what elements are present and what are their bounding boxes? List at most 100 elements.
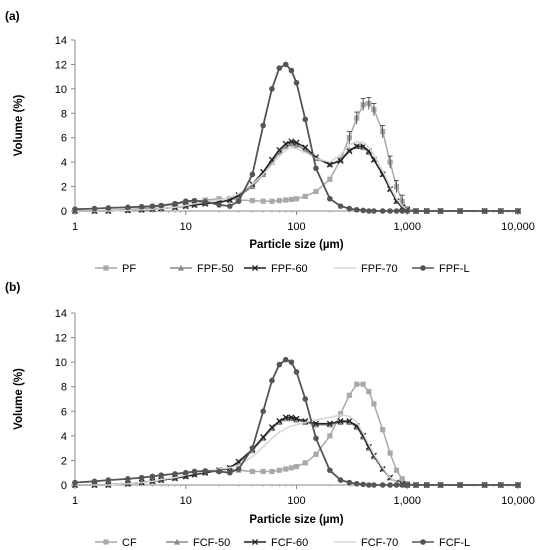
data-point — [105, 477, 112, 483]
data-point — [413, 208, 419, 214]
data-point — [125, 476, 131, 482]
y-tick-label: 10 — [55, 357, 67, 369]
data-point — [326, 161, 333, 168]
y-tick-label: 6 — [61, 133, 67, 145]
y-tick-label: 8 — [61, 382, 67, 394]
data-point — [268, 424, 275, 431]
data-point — [293, 196, 300, 202]
legend-label: FPF-L — [439, 263, 470, 275]
series-line — [74, 63, 518, 212]
legend-marker — [103, 265, 109, 271]
data-point — [91, 205, 98, 212]
data-point — [346, 205, 353, 212]
data-point — [227, 469, 233, 476]
data-point — [282, 61, 289, 68]
data-point — [172, 200, 178, 207]
legend-item-fpf-l: FPF-L — [412, 263, 470, 275]
data-point — [182, 469, 189, 476]
data-point — [293, 415, 300, 422]
data-point — [404, 208, 411, 214]
data-point — [260, 434, 267, 441]
legend-item-fcf-70: FCF-70 — [334, 537, 398, 549]
series-fcf-l — [72, 356, 521, 488]
x-tick-label: 1 — [72, 221, 78, 233]
data-point — [91, 478, 98, 485]
data-point — [125, 204, 131, 211]
legend-label: FPF-70 — [361, 263, 398, 275]
legend-label: PF — [122, 263, 136, 275]
data-point — [269, 198, 275, 204]
data-point — [481, 208, 488, 214]
data-point — [249, 445, 256, 451]
data-point — [515, 208, 521, 214]
data-point — [360, 481, 366, 488]
y-tick-label: 12 — [55, 333, 67, 345]
data-point — [288, 465, 295, 471]
data-point — [216, 196, 222, 202]
legend: CF FCF-50 FCF-60 FCF-70 FCF-L — [95, 537, 470, 549]
legend-item-fcf-60: FCF-60 — [244, 537, 308, 549]
data-point — [149, 473, 156, 480]
data-point — [260, 468, 266, 475]
data-point — [387, 482, 393, 488]
data-point — [249, 183, 256, 190]
y-tick-label: 14 — [55, 308, 67, 320]
series-line — [75, 414, 518, 486]
data-point — [302, 396, 309, 402]
data-point — [105, 205, 112, 211]
x-tick-label: 1,000 — [393, 221, 421, 233]
data-point — [387, 208, 393, 214]
data-point — [293, 139, 300, 146]
legend-label: FCF-70 — [361, 537, 398, 549]
data-point — [288, 196, 295, 202]
data-point — [158, 472, 164, 478]
x-axis-title: Particle size (µm) — [249, 514, 343, 526]
legend-item-cf: CF — [95, 537, 137, 549]
y-axis-title: Volume (%) — [13, 94, 25, 156]
legend-label: FCF-50 — [193, 537, 230, 549]
data-point — [288, 359, 295, 365]
legend-marker — [178, 264, 184, 271]
data-point — [313, 451, 319, 457]
data-point — [227, 203, 233, 209]
data-point — [72, 206, 78, 212]
x-tick-label: 1,000 — [393, 495, 421, 507]
data-point — [515, 482, 521, 488]
legend-item-fpf-50: FPF-50 — [170, 263, 234, 275]
y-axis-title: Volume (%) — [13, 368, 25, 430]
y-tick-label: 0 — [61, 480, 67, 492]
data-point — [371, 208, 377, 214]
data-point — [191, 468, 198, 475]
data-point — [288, 67, 295, 74]
data-point — [313, 165, 319, 172]
panel-label: (b) — [5, 280, 20, 294]
legend-marker — [251, 538, 259, 546]
legend: PF FPF-50 FPF-60 FPF-70 FPF-L — [95, 263, 470, 275]
series-pf — [72, 97, 521, 214]
panel-label: (a) — [5, 9, 20, 23]
data-point — [360, 381, 366, 387]
data-point — [327, 176, 333, 182]
data-point — [191, 197, 198, 204]
data-point — [423, 482, 430, 488]
data-point — [288, 414, 295, 421]
legend-marker — [251, 264, 259, 272]
data-point — [172, 471, 178, 477]
data-point — [312, 420, 320, 427]
data-point — [371, 482, 377, 488]
legend-marker — [103, 539, 109, 545]
data-point — [249, 171, 256, 178]
data-point — [498, 208, 504, 214]
data-point — [276, 146, 283, 153]
data-point — [283, 466, 289, 472]
data-point — [346, 148, 353, 155]
data-point — [293, 369, 300, 375]
data-point — [288, 140, 295, 147]
series-cf — [72, 381, 521, 488]
x-tick-label: 100 — [287, 221, 305, 233]
data-point — [216, 202, 222, 208]
data-point — [182, 198, 189, 205]
legend-label: FPF-50 — [197, 263, 234, 275]
data-point — [346, 146, 353, 153]
